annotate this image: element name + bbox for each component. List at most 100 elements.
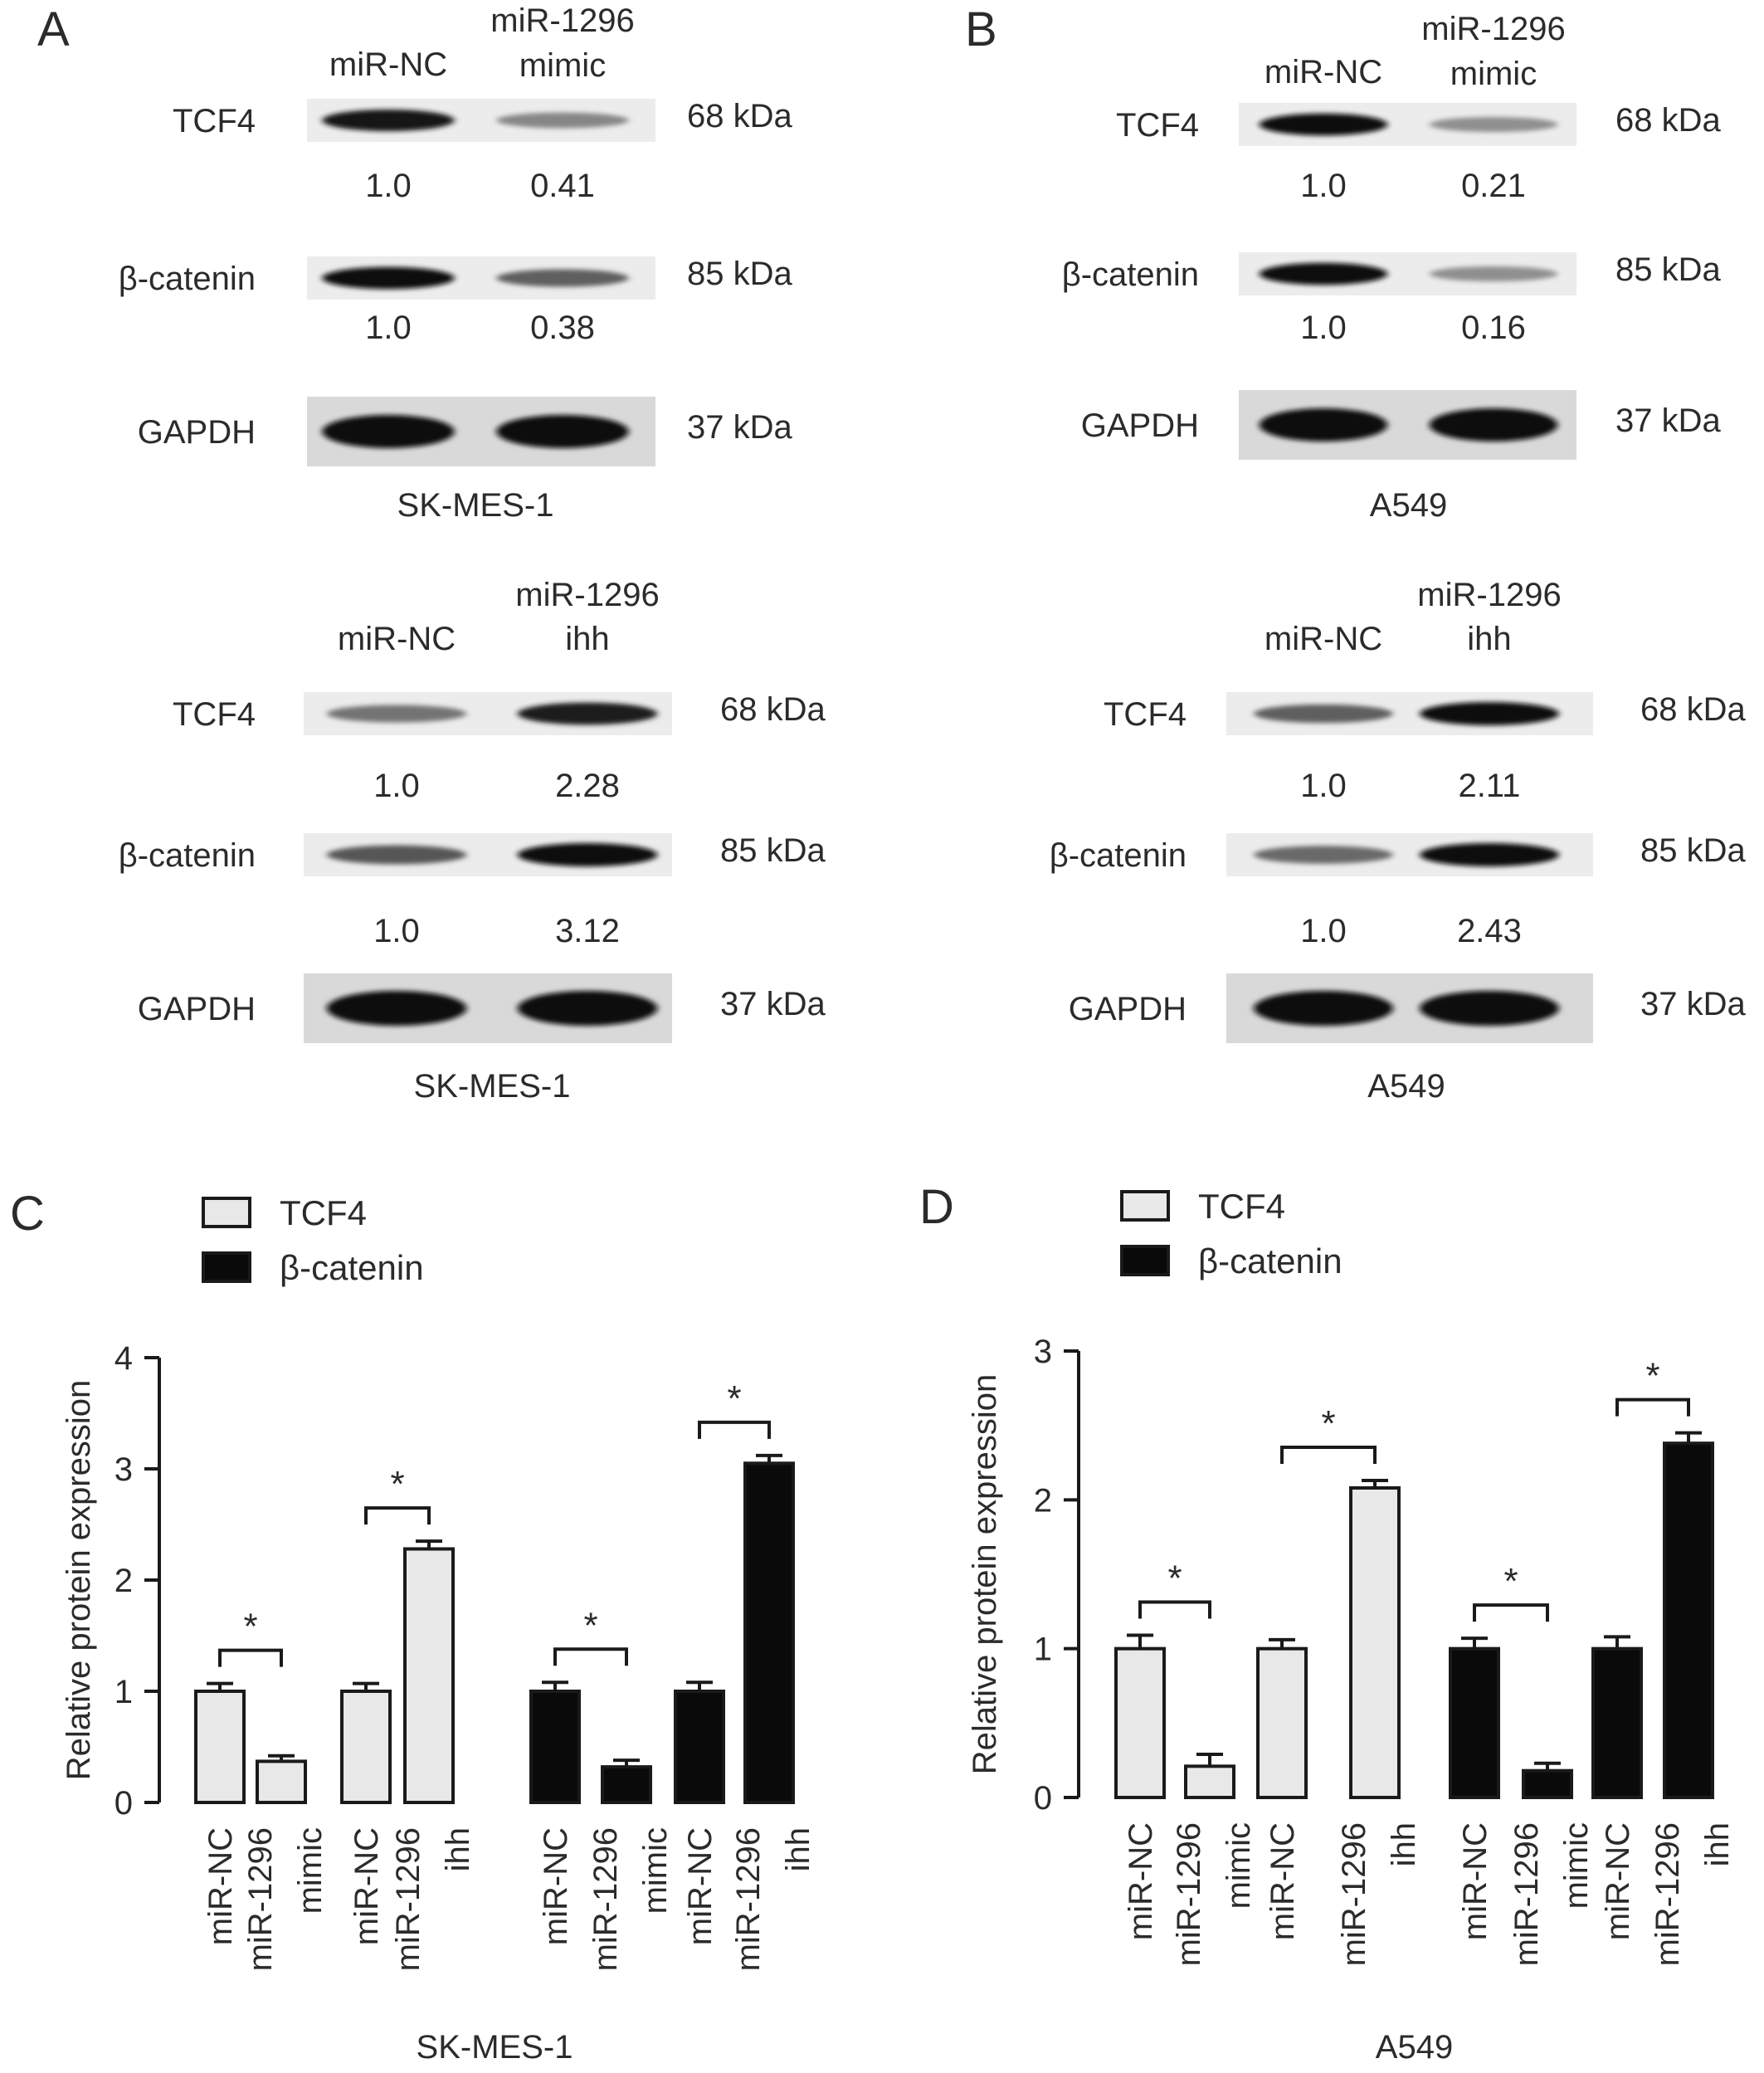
y-tick-label: 0 [115, 1785, 133, 1822]
y-tick-label: 3 [1034, 1334, 1052, 1370]
cell-line-label: SK-MES-1 [397, 487, 554, 524]
panel-letter-d: D [919, 1180, 954, 1234]
blot-row-label: β-catenin [119, 261, 256, 297]
cell-line-label: SK-MES-1 [414, 1068, 571, 1105]
blot-row-label: TCF4 [173, 103, 256, 139]
blot-band [322, 415, 455, 448]
kda-label: 68 kDa [687, 98, 792, 134]
kda-label: 85 kDa [720, 832, 826, 869]
band-quantification: 1.0 [373, 768, 420, 804]
significance-star: * [727, 1378, 741, 1419]
x-tick-label: miR-1296 [390, 1827, 426, 1971]
legend-swatch [202, 1251, 251, 1283]
bar [403, 1547, 455, 1804]
blot-row-label: β-catenin [119, 837, 256, 874]
blot-band [1429, 116, 1558, 133]
y-tick-label: 1 [1034, 1632, 1052, 1668]
x-tick-label: mimic [292, 1827, 329, 1914]
x-tick-label: mimic [1558, 1822, 1595, 1909]
x-tick-label: ihh [440, 1827, 476, 1871]
x-tick-label: miR-NC [1123, 1822, 1159, 1940]
blot-band [496, 269, 629, 287]
x-tick-label: miR-NC [1600, 1822, 1636, 1940]
y-axis-label: Relative protein expression [967, 1374, 1003, 1774]
kda-label: 85 kDa [687, 256, 792, 292]
x-tick-label: mimic [1221, 1822, 1257, 1909]
band-quantification: 0.21 [1461, 168, 1526, 204]
x-tick-label: miR-1296 [587, 1827, 624, 1971]
blot-row-label: GAPDH [1081, 407, 1199, 444]
significance-bracket [1473, 1603, 1549, 1622]
panel-letter-a: A [37, 2, 70, 56]
blot-band [1429, 266, 1558, 282]
x-tick-label: miR-1296 [1336, 1822, 1372, 1966]
legend-label: β-catenin [1198, 1241, 1342, 1280]
significance-bracket [553, 1647, 628, 1666]
bar [1114, 1646, 1166, 1799]
cell-line-label: A549 [1370, 487, 1447, 524]
x-tick-label: ihh [1699, 1822, 1736, 1866]
significance-star: * [243, 1607, 257, 1647]
kda-label: 37 kDa [687, 409, 792, 446]
y-axis-label: Relative protein expression [61, 1380, 97, 1780]
significance-bracket [1280, 1446, 1377, 1465]
blot-band [517, 991, 658, 1026]
band-quantification: 1.0 [365, 168, 412, 204]
blot-band [322, 109, 455, 132]
bar [529, 1690, 581, 1804]
significance-bracket [1615, 1397, 1690, 1417]
blot-band [326, 845, 467, 865]
y-tick-label: 0 [1034, 1780, 1052, 1817]
significance-star: * [1321, 1403, 1335, 1444]
blot-band [517, 843, 658, 866]
x-tick-label: mimic [637, 1827, 674, 1914]
bar [743, 1461, 795, 1805]
y-tick-label: 2 [1034, 1482, 1052, 1519]
blot-row-label: β-catenin [1050, 837, 1187, 874]
x-tick-label: ihh [1386, 1822, 1422, 1866]
band-quantification: 0.41 [530, 168, 595, 204]
bar [1184, 1764, 1235, 1800]
blot-band [496, 112, 629, 129]
blot-panel-2: miR-NC miR-1296 ihh TCF4 68 kDa 1.0 2.28 β-cate… [119, 577, 826, 1105]
bar [1663, 1441, 1714, 1799]
x-tick-label: miR-1296 [1171, 1822, 1207, 1966]
blot-band [1259, 113, 1388, 136]
lane-header: miR-NC [1265, 54, 1382, 90]
band-quantification: 1.0 [1300, 768, 1347, 804]
blot-row-label: TCF4 [173, 696, 256, 733]
cell-line-label: A549 [1367, 1068, 1445, 1105]
blot-band [326, 991, 467, 1026]
panel-letter-c: C [10, 1187, 45, 1241]
blot-row-label: GAPDH [138, 991, 256, 1027]
chart-C: TCF4 β-catenin 0 1 2 3 4 Relative protein expre… [61, 1193, 816, 2066]
band-quantification: 3.12 [555, 913, 620, 949]
blot-row-label: GAPDH [1069, 991, 1187, 1027]
significance-bracket [698, 1420, 771, 1439]
lane-header: miR-1296 [490, 2, 634, 39]
lane-header: mimic [1450, 56, 1537, 92]
blot-row-label: β-catenin [1062, 256, 1199, 293]
legend-label: TCF4 [1198, 1187, 1285, 1226]
significance-star: * [1645, 1356, 1659, 1397]
blot-band [322, 266, 455, 290]
western-blots: miR-NC miR-1296 mimic TCF4 68 kDa 1.0 0.41 β-ca… [119, 2, 1747, 1105]
blot-band [1254, 991, 1393, 1026]
kda-label: 37 kDa [720, 986, 826, 1022]
x-tick-label: miR-NC [202, 1827, 239, 1945]
bar [256, 1759, 307, 1804]
blot-band [1254, 704, 1393, 724]
legend-label: β-catenin [280, 1248, 424, 1287]
blot-band [1259, 262, 1388, 285]
x-tick-label: miR-NC [538, 1827, 574, 1945]
x-tick-label: miR-1296 [1649, 1822, 1686, 1966]
band-quantification: 1.0 [373, 913, 420, 949]
lane-header: ihh [565, 621, 609, 657]
blot-panel-1: miR-NC miR-1296 mimic TCF4 68 kDa 1.0 0.21 β-ca… [1062, 11, 1722, 524]
blot-band [326, 705, 467, 723]
lane-header: miR-1296 [1421, 11, 1565, 47]
bar [1349, 1485, 1401, 1800]
significance-bracket [218, 1648, 283, 1667]
band-quantification: 0.38 [530, 310, 595, 346]
